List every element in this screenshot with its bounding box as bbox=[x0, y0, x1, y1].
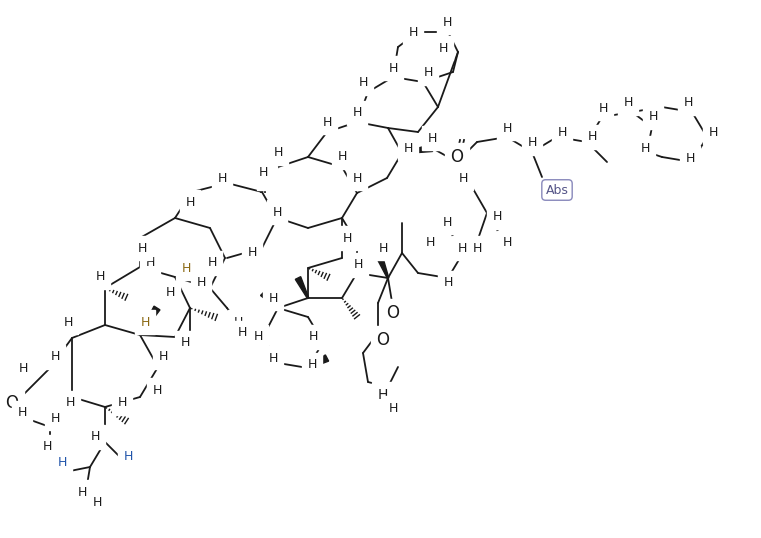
Text: H: H bbox=[423, 67, 433, 80]
Text: H: H bbox=[258, 166, 268, 179]
Text: H: H bbox=[307, 358, 317, 372]
Text: H: H bbox=[557, 125, 567, 138]
Text: H: H bbox=[269, 292, 278, 305]
Text: H: H bbox=[218, 172, 227, 185]
Text: H: H bbox=[708, 125, 718, 138]
Text: H: H bbox=[272, 206, 282, 218]
Text: H: H bbox=[92, 495, 102, 508]
Text: H: H bbox=[50, 412, 59, 424]
Text: H: H bbox=[444, 277, 453, 289]
Polygon shape bbox=[374, 252, 389, 278]
Text: H: H bbox=[686, 152, 695, 165]
Text: O: O bbox=[451, 148, 463, 166]
Text: H: H bbox=[263, 172, 272, 185]
Text: H: H bbox=[648, 110, 658, 124]
Text: H: H bbox=[196, 275, 205, 288]
Text: H: H bbox=[492, 210, 501, 223]
Text: H: H bbox=[353, 258, 363, 272]
Text: H: H bbox=[342, 231, 352, 244]
Text: H: H bbox=[78, 485, 87, 499]
Text: H: H bbox=[145, 256, 154, 268]
Text: H: H bbox=[91, 430, 100, 443]
Text: H: H bbox=[352, 107, 361, 119]
Text: H: H bbox=[57, 457, 67, 470]
Text: H: H bbox=[388, 401, 398, 414]
Text: H: H bbox=[65, 397, 75, 409]
Text: H: H bbox=[683, 96, 693, 110]
Text: O: O bbox=[387, 304, 400, 322]
Text: O: O bbox=[5, 394, 18, 412]
Text: H: H bbox=[442, 16, 452, 29]
Text: H: H bbox=[123, 450, 132, 464]
Text: H: H bbox=[425, 236, 435, 249]
Text: H: H bbox=[527, 137, 537, 150]
Text: H: H bbox=[308, 330, 317, 343]
Text: H: H bbox=[273, 146, 282, 159]
Text: H: H bbox=[43, 441, 52, 454]
Text: O: O bbox=[377, 331, 390, 349]
Text: H: H bbox=[234, 315, 243, 329]
Text: H: H bbox=[253, 330, 263, 343]
Polygon shape bbox=[402, 145, 432, 154]
Text: H: H bbox=[458, 172, 468, 185]
Text: H: H bbox=[358, 76, 368, 89]
Text: H: H bbox=[117, 397, 126, 409]
Text: H: H bbox=[180, 336, 189, 350]
Text: H: H bbox=[587, 131, 597, 144]
Text: H: H bbox=[388, 61, 398, 74]
Text: H: H bbox=[152, 384, 161, 397]
Text: H: H bbox=[137, 242, 147, 254]
Text: H: H bbox=[502, 122, 511, 134]
Text: H: H bbox=[186, 195, 195, 209]
Text: H: H bbox=[377, 388, 388, 402]
Text: H: H bbox=[165, 287, 175, 300]
Text: Abs: Abs bbox=[546, 183, 568, 196]
Text: H: H bbox=[140, 315, 150, 329]
Text: H: H bbox=[473, 242, 482, 254]
Text: H: H bbox=[237, 327, 247, 339]
Text: H: H bbox=[158, 350, 167, 364]
Polygon shape bbox=[139, 306, 160, 335]
Text: H: H bbox=[502, 237, 511, 250]
Text: H: H bbox=[598, 102, 608, 115]
Text: H: H bbox=[457, 242, 466, 254]
Text: H: H bbox=[352, 172, 361, 185]
Text: H: H bbox=[269, 351, 278, 365]
Text: H: H bbox=[95, 271, 105, 284]
Text: H: H bbox=[247, 245, 256, 258]
Text: H: H bbox=[378, 242, 387, 254]
Text: H: H bbox=[409, 25, 418, 39]
Text: H: H bbox=[63, 315, 73, 329]
Text: H: H bbox=[18, 362, 27, 374]
Polygon shape bbox=[260, 291, 279, 308]
Polygon shape bbox=[295, 277, 309, 299]
Text: H: H bbox=[181, 261, 191, 274]
Text: H: H bbox=[18, 407, 27, 420]
Text: H: H bbox=[623, 96, 632, 110]
Text: H: H bbox=[640, 141, 650, 154]
Text: H: H bbox=[337, 151, 347, 164]
Text: H: H bbox=[207, 257, 217, 270]
Text: H: H bbox=[428, 131, 437, 145]
Text: H: H bbox=[403, 141, 412, 154]
Polygon shape bbox=[307, 355, 329, 369]
Text: H: H bbox=[50, 350, 59, 364]
Text: H: H bbox=[438, 41, 447, 54]
Text: H: H bbox=[442, 216, 452, 229]
Text: H: H bbox=[323, 116, 332, 129]
